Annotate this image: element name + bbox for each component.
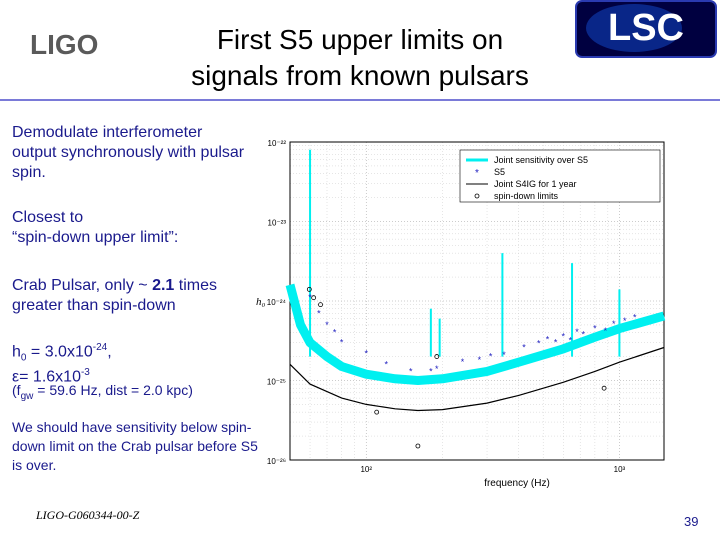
spin-down-point xyxy=(415,443,421,449)
s5-point: * xyxy=(340,338,344,348)
epsilon-exponent: -3 xyxy=(80,367,90,378)
series-joint-s4ig xyxy=(289,346,665,412)
spin-down-point xyxy=(601,385,607,391)
frequency-note: (fgw = 59.6 Hz, dist = 2.0 kpc) xyxy=(12,381,252,406)
lsc-logo: LSC xyxy=(575,0,717,58)
paragraph-crab: Crab Pulsar, only ~ 2.1 times greater th… xyxy=(12,276,252,316)
s5-point: * xyxy=(575,327,579,337)
crab-text-c: times greater than spin-down xyxy=(12,277,217,314)
paragraph-closest: Closest to “spin-down upper limit”: xyxy=(12,208,248,248)
s5-point: * xyxy=(554,338,558,348)
s5-point: * xyxy=(633,313,637,323)
lsc-logo-text: LSC xyxy=(608,7,684,49)
legend-label: Joint S4IG for 1 year xyxy=(494,179,577,189)
epsilon-value: ε= 1.6x10-3 xyxy=(12,363,252,387)
plot-legend: Joint sensitivity over S5 * S5 Joint S4IG f… xyxy=(459,149,661,203)
y-axis-label: h₀ xyxy=(256,296,266,308)
x-tick-label: 10² xyxy=(360,465,372,474)
s5-point: * xyxy=(478,355,482,365)
document-id: LIGO-G060344-00-Z xyxy=(36,508,140,522)
series-joint-sensitivity-s5 xyxy=(285,283,666,385)
plot-ticks: 10⁻²² 10⁻²³ 10⁻²⁴ 10⁻²⁵ 10⁻²⁶ 10² 10³ xyxy=(267,139,626,474)
s5-point: * xyxy=(612,319,616,329)
h0-comma: , xyxy=(107,343,112,361)
s5-point: * xyxy=(561,331,565,341)
legend-swatch: * xyxy=(475,168,479,179)
closest-line-2: “spin-down upper limit”: xyxy=(12,229,179,246)
sensitivity-plot: ******** * ** * * ** * * ** ** ** ** * * 10⁻²²10⁻²³10… xyxy=(256,139,666,489)
title-line-1: First S5 upper limits on xyxy=(216,24,504,55)
h0-symbol: h xyxy=(12,343,21,361)
h0-value: h0 = 3.0x10-24, xyxy=(12,338,252,369)
s5-point: * xyxy=(385,359,389,369)
y-tick-label: 10⁻²⁴ xyxy=(267,298,287,307)
s5-point: * xyxy=(325,320,329,330)
fgw-details: = 59.6 Hz, dist = 2.0 kpc) xyxy=(33,382,193,398)
y-tick-label: 10⁻²⁵ xyxy=(267,378,286,387)
s5-point: * xyxy=(522,343,526,353)
s5-point: * xyxy=(429,366,433,376)
s5-point: * xyxy=(308,293,312,303)
s5-point: * xyxy=(409,366,413,376)
fgw-subscript: gw xyxy=(20,390,34,402)
legend-box xyxy=(459,149,661,203)
s5-point: * xyxy=(317,308,321,318)
s5-point: * xyxy=(537,339,541,349)
spin-down-point xyxy=(311,295,317,301)
y-tick-label: 10⁻²⁶ xyxy=(267,457,286,466)
plot-series: ******** * ** * * ** * * ** ** ** ** * * xyxy=(285,149,666,449)
h0-exponent: -24 xyxy=(92,342,108,353)
paragraph-demodulate: Demodulate interferometer output synchro… xyxy=(12,124,245,181)
s5-point: * xyxy=(461,357,465,367)
s5-point: * xyxy=(604,326,608,336)
legend-swatch xyxy=(474,193,480,199)
y-tick-label: 10⁻²² xyxy=(268,139,287,148)
closest-line-1: Closest to xyxy=(12,209,84,226)
fgw-symbol: (f xyxy=(12,382,21,398)
spin-down-point xyxy=(318,302,323,308)
y-tick-label: 10⁻²³ xyxy=(268,219,287,228)
crab-ratio: 2.1 xyxy=(152,277,175,294)
x-axis-label: frequency (Hz) xyxy=(484,478,550,489)
s5-point: * xyxy=(623,316,627,326)
title-divider xyxy=(0,99,720,101)
spin-down-point xyxy=(374,409,380,415)
s5-point: * xyxy=(582,329,586,339)
ligo-logo-text: LIGO xyxy=(30,29,98,60)
s5-point: * xyxy=(593,324,597,334)
s5-point: * xyxy=(435,364,439,374)
spin-down-point xyxy=(434,354,440,359)
legend-label: spin-down limits xyxy=(494,191,559,201)
crab-text-a: Crab Pulsar, only ~ xyxy=(12,277,153,294)
s5-point: * xyxy=(502,350,506,360)
page-number: 39 xyxy=(684,514,699,529)
s5-point: * xyxy=(569,335,573,345)
title-line-2: signals from known pulsars xyxy=(191,60,529,91)
ligo-logo: LIGO xyxy=(30,29,98,60)
epsilon-mantissa: ε= 1.6x10 xyxy=(12,368,81,386)
s5-point: * xyxy=(489,352,493,362)
x-tick-label: 10³ xyxy=(614,465,626,474)
legend-label: Joint sensitivity over S5 xyxy=(494,155,588,165)
spin-down-point xyxy=(306,286,312,292)
s5-point: * xyxy=(333,328,337,338)
h0-mantissa: = 3.0x10 xyxy=(26,343,93,361)
slide-title: First S5 upper limits on signals from kn… xyxy=(150,22,570,94)
paragraph-sensitivity: We should have sensitivity below spin-do… xyxy=(12,419,258,473)
s5-point: * xyxy=(546,334,550,344)
h0-subscript: 0 xyxy=(20,352,27,364)
s5-point: * xyxy=(364,348,368,358)
legend-label: S5 xyxy=(494,167,505,177)
